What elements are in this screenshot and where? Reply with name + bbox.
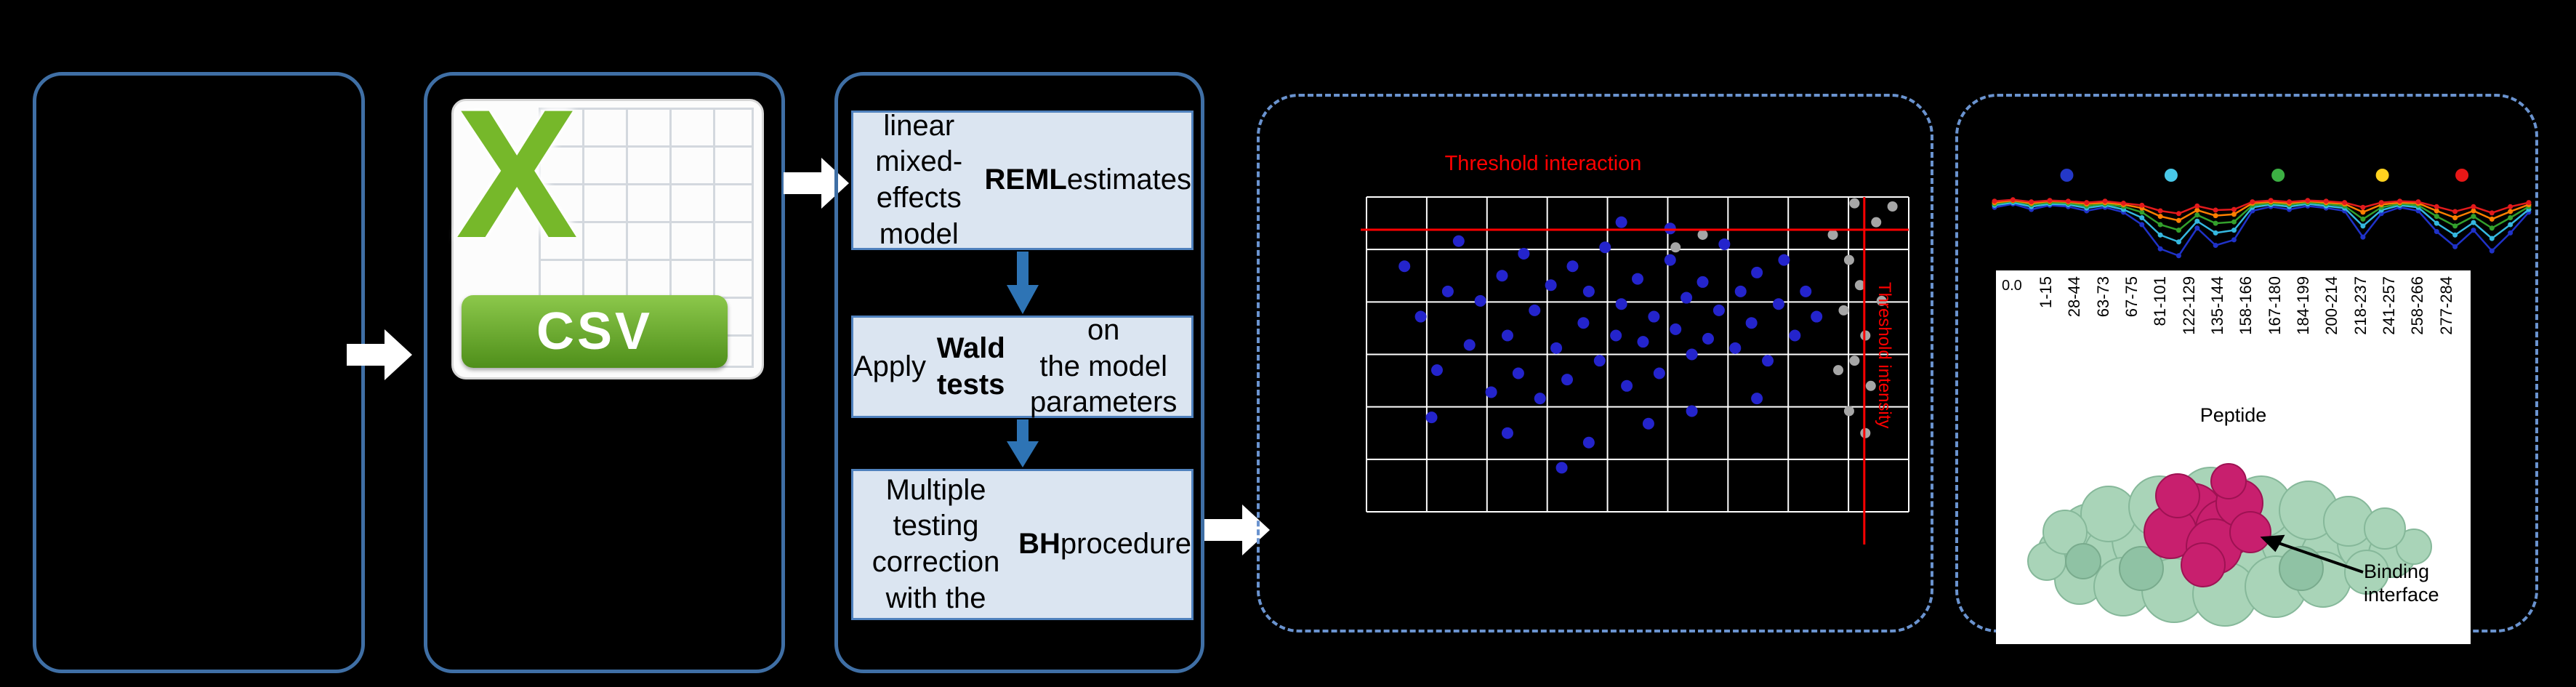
binding-arrow — [2260, 534, 2364, 574]
binding-interface-label: Binding interface — [2364, 561, 2439, 606]
scatter-title: Threshold interaction — [1444, 152, 1642, 175]
peptide-tick-row: 1-15 28-44 63-73 67-75 81-101 122-129 135-144 1… — [2037, 276, 2455, 404]
panel-input-data — [33, 72, 365, 673]
panel-results: 0.0 1-15 28-44 63-73 67-75 81-101 122-129 135-… — [1955, 94, 2538, 644]
down-arrow-icon — [1007, 419, 1039, 467]
y-axis-tick: 0.0 — [2002, 278, 2022, 294]
text-segment: on the model parameters — [1030, 314, 1178, 419]
scatter-right-axis-label: Threshold intensity — [1875, 282, 1894, 429]
peptide-tick-label: 63-73 — [2093, 276, 2112, 318]
text-segment: Apply — [853, 350, 927, 382]
flow-arrow-right-3 — [1204, 505, 1270, 555]
csv-banner: CSV — [462, 295, 728, 368]
peptide-tick-label: 1-15 — [2037, 276, 2055, 309]
text-segment: BH — [1018, 528, 1060, 561]
peptide-tick-label: 218-237 — [2351, 276, 2370, 335]
peptide-tick-label: 158-166 — [2237, 276, 2255, 335]
excel-x-letter: X — [456, 72, 579, 276]
peptide-tick-label: 167-180 — [2265, 276, 2284, 335]
peptide-axis-box: 0.0 1-15 28-44 63-73 67-75 81-101 122-129 135-… — [1996, 270, 2471, 644]
text-segment: estimates — [1066, 164, 1191, 196]
peptide-tick-label: 67-75 — [2122, 276, 2141, 318]
peptide-tick-label: 135-144 — [2208, 276, 2227, 335]
step-box-wald: Apply Wald tests on the model parameters — [851, 314, 1194, 419]
flow-arrow-right-1 — [347, 329, 412, 380]
peptide-tick-label: 277-284 — [2436, 276, 2455, 335]
down-arrow-icon — [1007, 252, 1039, 314]
protein-structure-area: Binding interface — [1996, 430, 2471, 644]
csv-file-icon: X CSV — [451, 83, 764, 379]
panel-model-steps: Fit a linear mixed- effects model with R… — [834, 72, 1204, 673]
step-box-bh: Multiple testing correction with the BH … — [851, 469, 1194, 620]
peptide-tick-label: 28-44 — [2065, 276, 2084, 318]
text-segment: REML — [984, 164, 1067, 196]
panel-csv-file: X CSV — [424, 72, 785, 673]
peptide-tick-label: 200-214 — [2322, 276, 2341, 335]
interaction-scatter-plot — [1361, 196, 1909, 545]
flow-arrow-right-2 — [784, 158, 849, 209]
panel-threshold-scatter: Threshold interaction Threshold intensit… — [1257, 94, 1933, 632]
peptide-tick-label: 184-199 — [2294, 276, 2313, 335]
text-segment: procedure — [1060, 528, 1191, 561]
step-box-reml: Fit a linear mixed- effects model with R… — [851, 73, 1194, 286]
deuterium-profile-chart — [1992, 169, 2532, 259]
peptide-axis-title: Peptide — [2199, 404, 2267, 426]
text-segment: Wald tests — [936, 332, 1005, 401]
peptide-tick-label: 81-101 — [2151, 276, 2170, 326]
text-segment: Multiple testing correction with the — [872, 473, 1000, 614]
protein-structure-graphic — [2027, 463, 2432, 627]
peptide-tick-label: 258-266 — [2408, 276, 2427, 335]
text-segment: Fit a linear mixed- effects model with — [875, 73, 963, 286]
peptide-tick-label: 241-257 — [2380, 276, 2399, 335]
csv-banner-label: CSV — [536, 302, 653, 361]
peptide-tick-label: 122-129 — [2179, 276, 2198, 335]
